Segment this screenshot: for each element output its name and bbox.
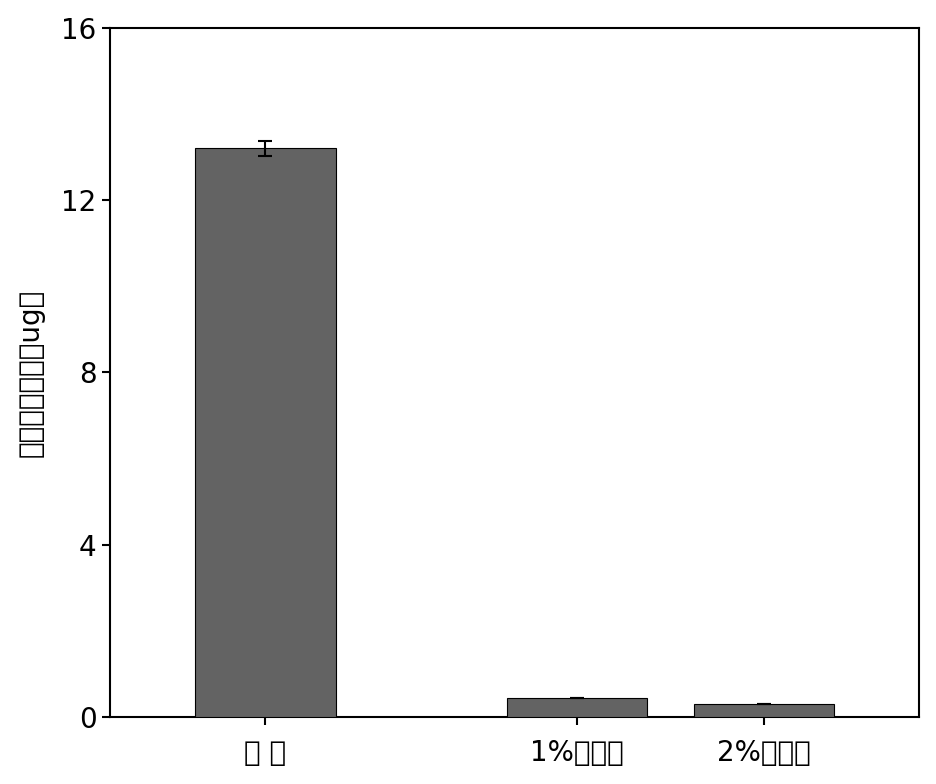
Bar [506,698,647,717]
Bar [196,148,335,717]
Bar [694,704,834,717]
Y-axis label: 三氯苯挥发量（ug）: 三氯苯挥发量（ug） [17,289,45,456]
